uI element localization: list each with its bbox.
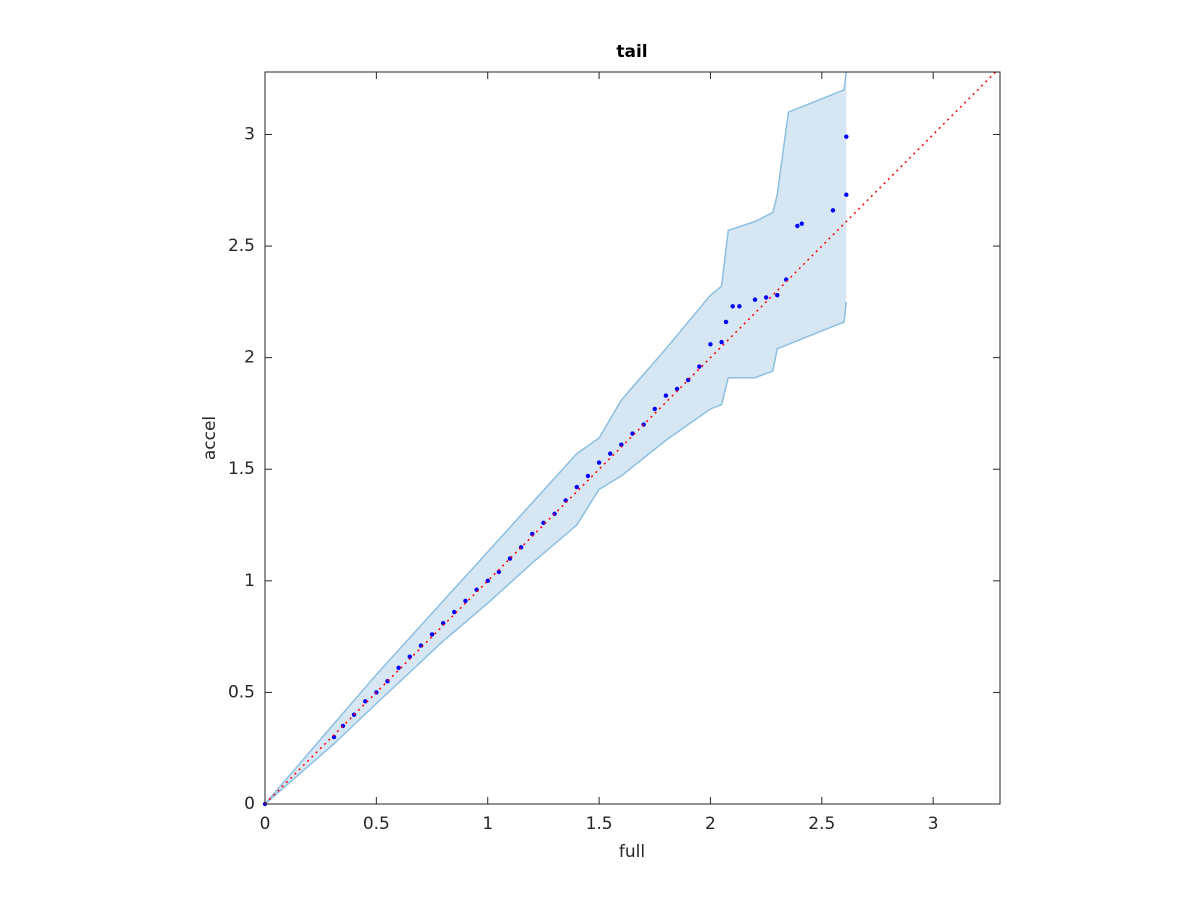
x-tick-label: 3 xyxy=(928,814,939,834)
x-tick-label: 1.5 xyxy=(586,814,613,834)
point xyxy=(844,192,849,197)
point xyxy=(723,319,729,325)
point xyxy=(496,569,502,575)
point xyxy=(844,134,849,139)
y-tick-label: 0 xyxy=(244,794,255,814)
point xyxy=(763,295,769,300)
point xyxy=(799,221,804,226)
point xyxy=(619,442,624,447)
point xyxy=(463,598,468,604)
band-upper xyxy=(264,71,848,805)
y-tick-label: 1 xyxy=(244,571,255,591)
y-tick-label: 2 xyxy=(244,348,255,368)
point xyxy=(674,386,680,392)
band-fill xyxy=(265,72,847,804)
point xyxy=(737,304,742,309)
point xyxy=(630,431,635,436)
point xyxy=(775,292,780,298)
point xyxy=(830,208,836,213)
point xyxy=(585,473,591,479)
axes-box xyxy=(264,71,1001,805)
x-tick-label: 0.5 xyxy=(363,814,390,834)
point xyxy=(574,484,580,490)
point xyxy=(541,520,546,526)
point xyxy=(708,342,713,347)
x-tick-label: 0 xyxy=(260,814,271,834)
chart-title: tail xyxy=(616,42,647,62)
y-tick-label: 0.5 xyxy=(228,682,255,702)
point xyxy=(641,422,646,427)
reference-line xyxy=(264,71,997,805)
y-axis-label: accel xyxy=(200,416,220,460)
y-tick-label: 3 xyxy=(244,124,255,144)
y-tick-label: 1.5 xyxy=(228,459,255,479)
point xyxy=(752,297,758,302)
point xyxy=(652,406,657,412)
point xyxy=(429,632,435,637)
point xyxy=(608,451,613,456)
point xyxy=(452,609,457,615)
x-tick-label: 2.5 xyxy=(808,814,835,834)
x-tick-label: 2 xyxy=(705,814,716,834)
point xyxy=(795,223,800,229)
point xyxy=(363,699,368,704)
point xyxy=(407,654,412,659)
y-tick-label: 2.5 xyxy=(228,236,255,256)
point xyxy=(719,339,724,345)
point xyxy=(697,364,702,369)
point xyxy=(596,460,602,465)
point xyxy=(730,304,735,309)
point xyxy=(396,665,401,671)
x-tick-label: 1 xyxy=(482,814,493,834)
point xyxy=(663,393,669,398)
x-axis-label: full xyxy=(619,842,645,862)
band-lower xyxy=(264,301,848,805)
